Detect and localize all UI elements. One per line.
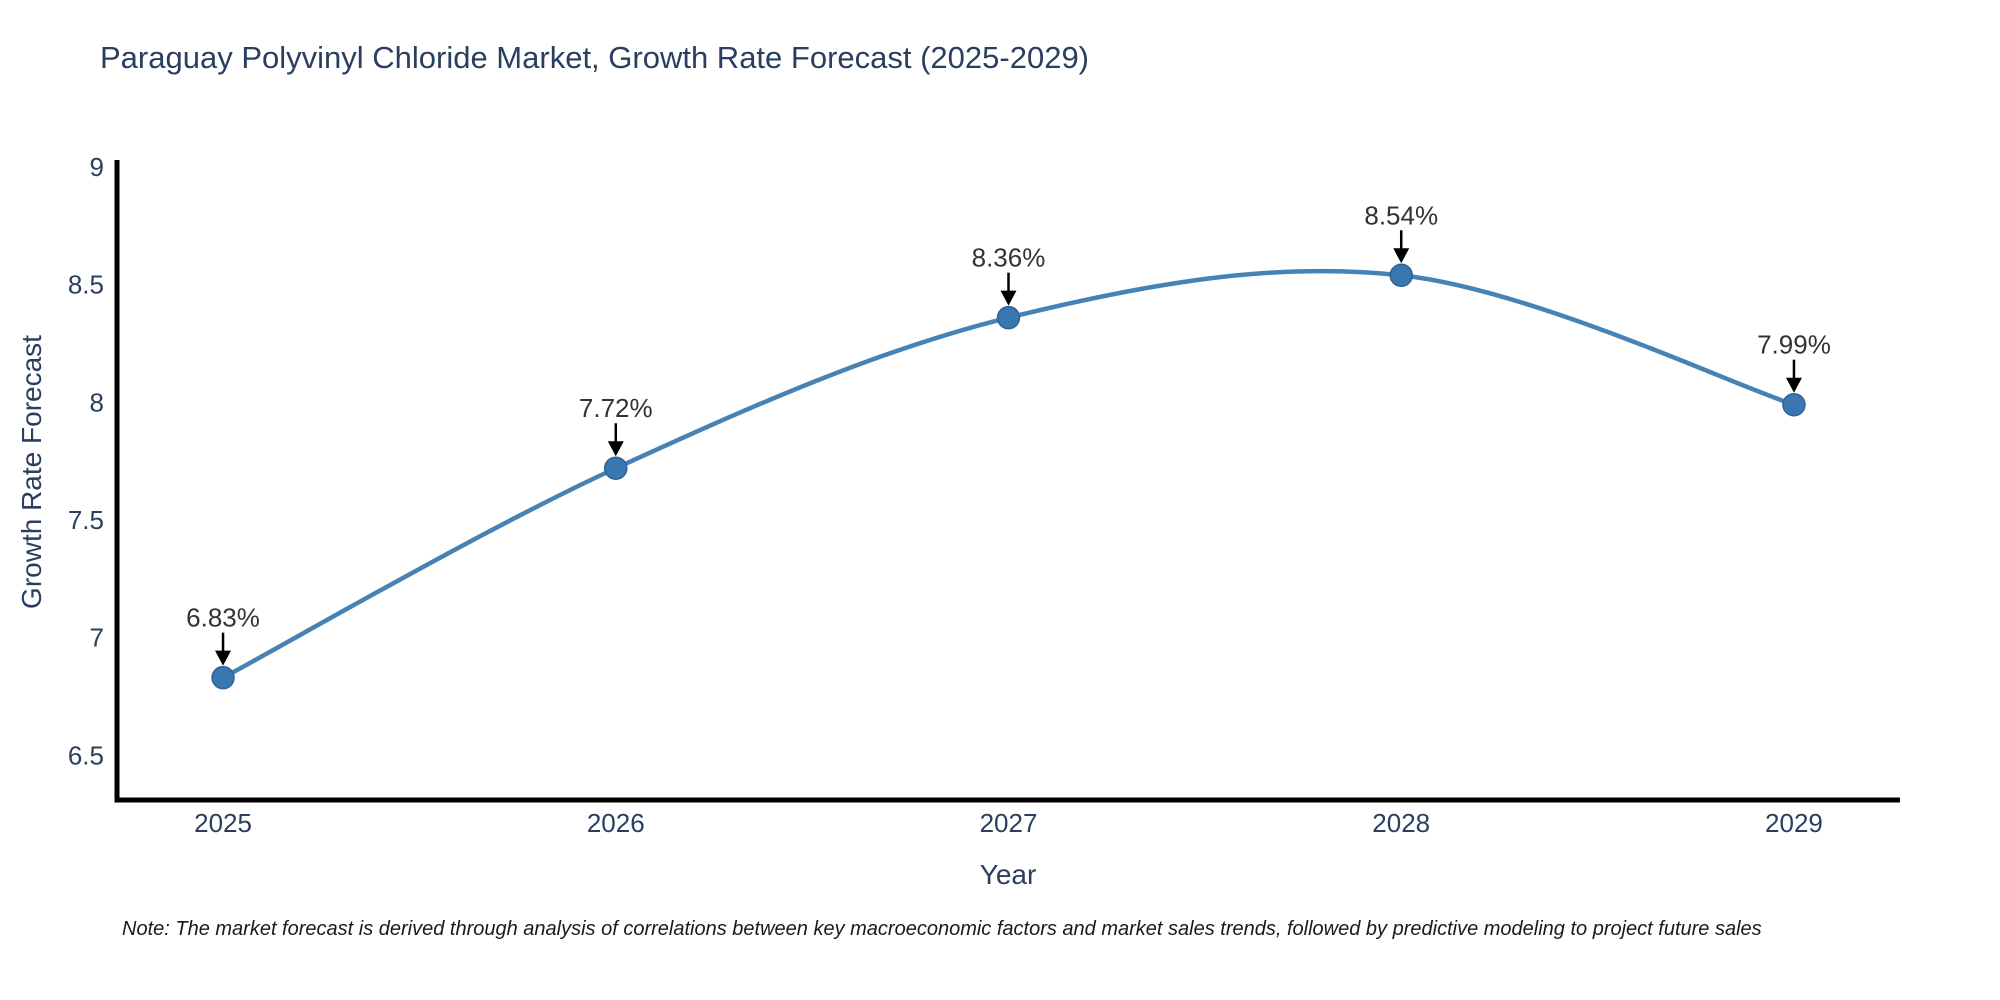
- annotation-arrow-head: [215, 650, 232, 666]
- y-axis-title: Growth Rate Forecast: [16, 335, 47, 609]
- x-tick-label: 2027: [980, 808, 1038, 838]
- annotation-arrow-head: [1393, 248, 1410, 264]
- x-tick-label: 2026: [587, 808, 645, 838]
- y-tick-label: 9: [90, 152, 104, 182]
- annotation-arrow-head: [1000, 290, 1017, 306]
- x-tick-label: 2029: [1765, 808, 1823, 838]
- y-tick-label: 6.5: [68, 740, 104, 770]
- x-tick-label: 2028: [1372, 808, 1430, 838]
- point-value-label: 8.54%: [1364, 200, 1438, 230]
- footnote: Note: The market forecast is derived thr…: [122, 918, 1762, 940]
- y-tick-label: 8: [90, 387, 104, 417]
- point-value-label: 6.83%: [186, 603, 260, 633]
- data-point-marker: [1389, 263, 1413, 288]
- y-tick-label: 7: [90, 623, 104, 653]
- data-point-marker: [996, 305, 1021, 330]
- x-tick-label: 2025: [194, 808, 252, 838]
- data-point-marker: [604, 456, 628, 480]
- point-value-label: 7.72%: [579, 393, 653, 423]
- forecast-line: [220, 268, 1797, 680]
- y-tick-label: 7.5: [68, 505, 104, 535]
- data-point-marker: [1782, 392, 1806, 417]
- axis-spines: [114, 160, 1900, 803]
- point-value-label: 7.99%: [1757, 330, 1831, 360]
- x-axis-title: Year: [979, 859, 1037, 890]
- chart-title: Paraguay Polyvinyl Chloride Market, Grow…: [100, 40, 1090, 75]
- y-tick-label: 8.5: [68, 270, 104, 300]
- annotation-arrow-head: [607, 441, 624, 457]
- annotation-arrow-head: [1785, 377, 1802, 393]
- point-value-label: 8.36%: [972, 243, 1046, 273]
- data-point-marker: [211, 665, 235, 690]
